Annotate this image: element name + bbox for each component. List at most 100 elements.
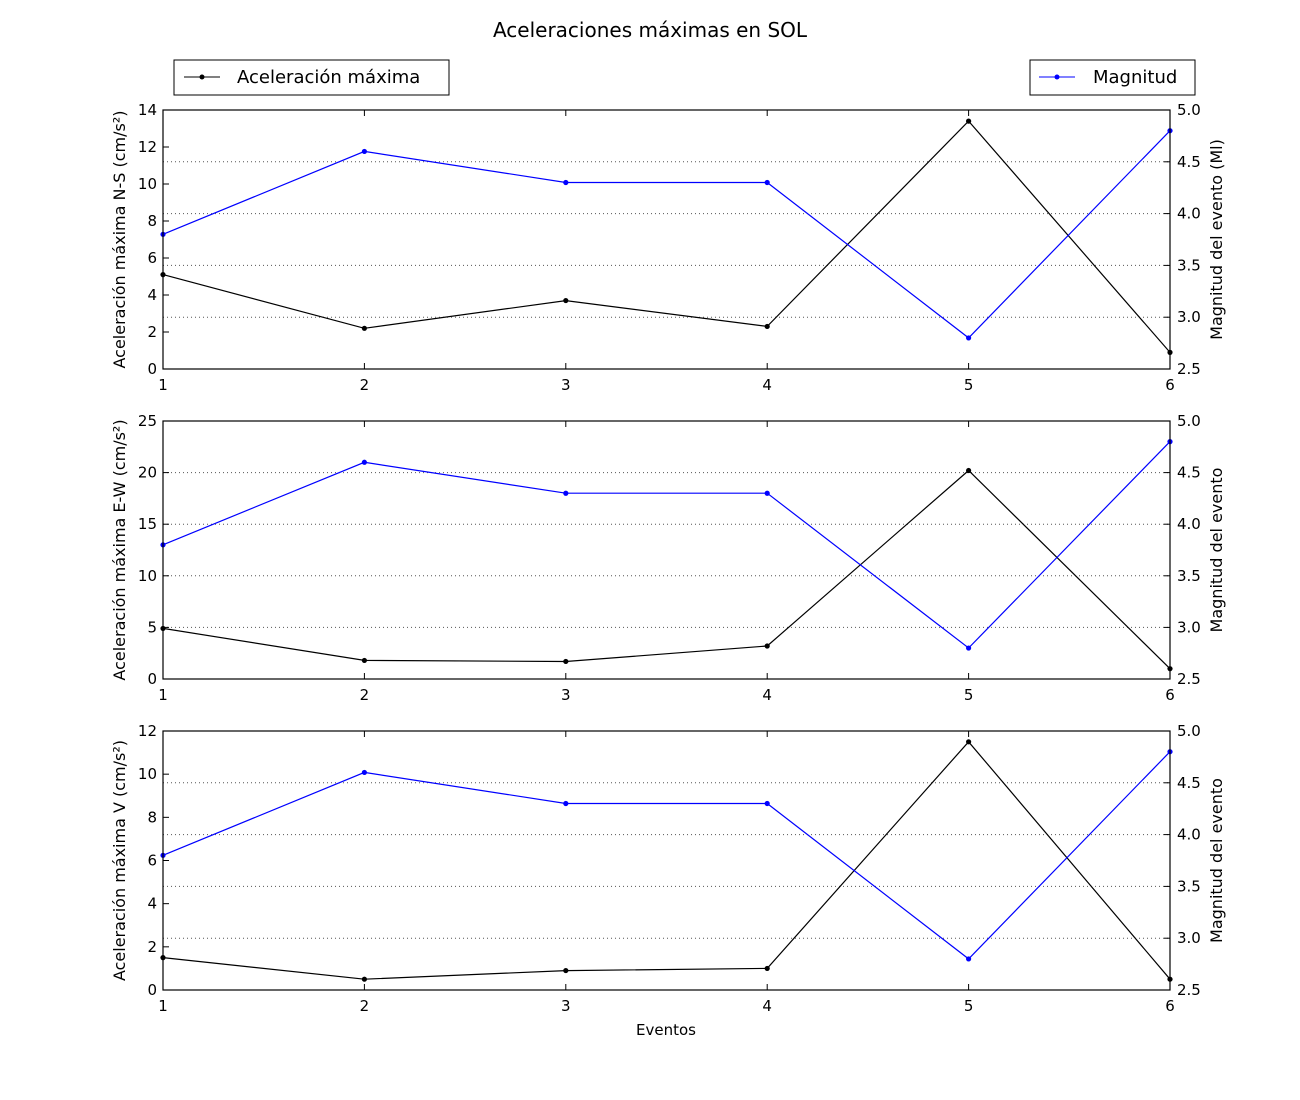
x-tick-label: 3	[561, 997, 571, 1015]
y-right-tick-label: 5.0	[1177, 101, 1201, 119]
magnitude-series-line	[162, 130, 1171, 339]
y-tick-label: 6	[147, 852, 157, 870]
y-tick-label: 8	[147, 808, 157, 826]
y-tick-label: 8	[147, 212, 157, 230]
x-tick-label: 1	[158, 686, 168, 704]
acceleration-point	[764, 323, 770, 330]
y-tick-label: 6	[147, 249, 157, 267]
acceleration-series-line	[162, 120, 1171, 353]
magnitude-point	[361, 148, 367, 155]
chart-title: Aceleraciones máximas en SOL	[493, 18, 808, 42]
y-right-tick-label: 3.5	[1177, 877, 1201, 895]
acceleration-point	[764, 965, 770, 972]
subplots: 1 2 3 4 5 6024681012142.53.03.54.04.55.0Acele…	[110, 101, 1226, 1015]
subplot-2: 1 2 3 4 5 6 0 5 10 15 20 25 2.5 3.0 3.5 4.0 4.5 5.0 Aceler…	[110, 412, 1226, 704]
y-tick-label: 15	[138, 515, 157, 533]
acceleration-point	[563, 658, 569, 665]
y-right-tick-label: 2.5	[1177, 981, 1201, 999]
y-axis-label: Aceleración máxima V (cm/s²)	[110, 740, 129, 981]
y-tick-label: 12	[138, 722, 157, 740]
y-right-tick-label: 5.0	[1177, 722, 1201, 740]
x-axis-label: Eventos	[636, 1021, 696, 1039]
y-right-tick-label: 3.0	[1177, 929, 1201, 947]
acceleration-point	[563, 297, 569, 304]
magnitude-point	[966, 956, 972, 962]
x-tick-label: 2	[360, 376, 370, 394]
acceleration-point	[966, 739, 972, 745]
legend-right-label: Magnitud	[1093, 67, 1177, 88]
subplot-3: 1 2 3 4 5 60246810122.53.03.54.04.55.0Acelera…	[110, 722, 1226, 1015]
magnitude-series-line	[162, 441, 1171, 649]
x-tick-label: 2	[360, 686, 370, 704]
y-tick-label: 10	[138, 175, 157, 193]
y-right-tick-label: 2.5	[1177, 670, 1201, 688]
legend-left-label: Aceleración máxima	[237, 67, 420, 88]
magnitude-point	[966, 335, 972, 341]
acceleration-series-line	[162, 740, 1171, 980]
magnitude-point	[563, 179, 569, 186]
y-tick-label: 4	[147, 286, 157, 304]
magnitude-point	[361, 459, 367, 465]
x-tick-label: 5	[964, 376, 974, 394]
y-tick-label: 12	[138, 138, 157, 156]
acceleration-point	[361, 976, 367, 982]
y-right-axis-label: Magnitud del evento	[1207, 468, 1226, 633]
x-tick-label: 6	[1165, 376, 1175, 394]
x-tick-label: 5	[964, 997, 974, 1015]
y-axis-label: Aceleración máxima N-S (cm/s²)	[110, 110, 129, 368]
y-right-tick-label: 2.5	[1177, 360, 1201, 378]
y-tick-label: 0	[147, 360, 157, 378]
acceleration-point	[966, 467, 972, 474]
y-right-axis-label: Magnitud del evento	[1207, 778, 1226, 943]
legend-right-marker	[1054, 74, 1060, 80]
x-tick-label: 6	[1165, 997, 1175, 1015]
y-right-tick-label: 3.0	[1177, 308, 1201, 326]
y-right-tick-label: 4.0	[1177, 826, 1201, 844]
y-right-tick-label: 4.5	[1177, 153, 1201, 171]
acceleration-point	[764, 643, 770, 649]
y-right-tick-label: 3.5	[1177, 256, 1201, 274]
x-tick-label: 6	[1165, 686, 1175, 704]
x-tick-label: 1	[158, 376, 168, 394]
y-tick-label: 0	[147, 670, 157, 688]
y-tick-label: 4	[147, 895, 157, 913]
acceleration-point	[361, 325, 367, 331]
x-tick-label: 3	[561, 686, 571, 704]
y-axis-label: Aceleración máxima E-W (cm/s²)	[110, 419, 129, 680]
legend-left-marker	[199, 74, 205, 80]
axes-frame	[162, 420, 1171, 680]
y-right-tick-label: 4.0	[1177, 205, 1201, 223]
y-right-tick-label: 4.5	[1177, 464, 1201, 482]
magnitude-point	[764, 800, 770, 807]
y-tick-label: 0	[147, 981, 157, 999]
magnitude-point	[764, 179, 770, 186]
y-right-axis-label: Magnitud del evento (Ml)	[1207, 139, 1226, 340]
acceleration-series-line	[162, 469, 1171, 670]
y-right-tick-label: 5.0	[1177, 412, 1201, 430]
acceleration-point	[966, 118, 972, 124]
magnitude-point	[966, 645, 972, 651]
y-tick-label: 2	[147, 323, 157, 341]
magnitude-point	[764, 490, 770, 496]
magnitude-point	[361, 769, 367, 776]
y-tick-label: 25	[138, 412, 157, 430]
acceleration-point	[563, 967, 569, 974]
y-tick-label: 10	[138, 567, 157, 585]
x-tick-label: 4	[762, 686, 772, 704]
y-tick-label: 14	[138, 101, 157, 119]
x-tick-label: 1	[158, 997, 168, 1015]
y-tick-label: 2	[147, 938, 157, 956]
x-tick-label: 4	[762, 997, 772, 1015]
x-tick-label: 3	[561, 376, 571, 394]
y-tick-label: 10	[138, 765, 157, 783]
y-right-tick-label: 3.5	[1177, 567, 1201, 585]
x-tick-label: 2	[360, 997, 370, 1015]
subplot-1: 1 2 3 4 5 6024681012142.53.03.54.04.55.0Acele…	[110, 101, 1226, 394]
axes-frame	[162, 109, 1171, 370]
y-right-tick-label: 4.5	[1177, 774, 1201, 792]
y-tick-label: 20	[138, 464, 157, 482]
legend-left: Aceleración máxima	[173, 59, 450, 96]
legend-right: Magnitud	[1029, 59, 1196, 96]
